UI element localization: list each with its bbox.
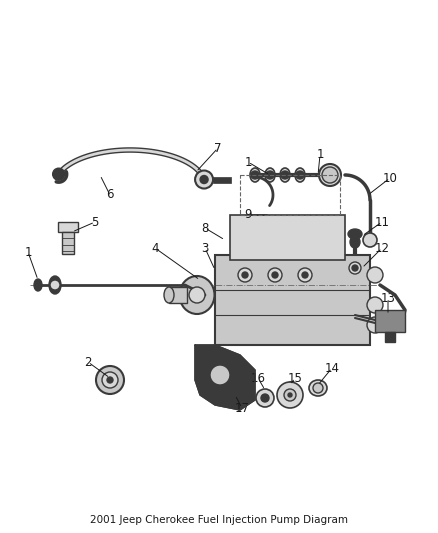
Circle shape	[102, 372, 118, 388]
Circle shape	[352, 265, 358, 271]
Bar	[385, 332, 395, 342]
Circle shape	[238, 268, 252, 282]
Text: 5: 5	[91, 215, 99, 229]
Circle shape	[298, 268, 312, 282]
Ellipse shape	[265, 168, 275, 182]
Text: 1: 1	[244, 156, 252, 168]
Text: 12: 12	[374, 241, 389, 254]
Text: 14: 14	[325, 361, 339, 375]
Ellipse shape	[34, 279, 42, 291]
Circle shape	[296, 171, 304, 179]
Ellipse shape	[319, 164, 341, 186]
Text: 2001 Jeep Cherokee Fuel Injection Pump Diagram: 2001 Jeep Cherokee Fuel Injection Pump D…	[90, 515, 348, 525]
Bar	[375, 310, 405, 332]
Ellipse shape	[348, 229, 362, 239]
Circle shape	[96, 366, 124, 394]
Bar	[240, 175, 340, 215]
Bar	[169, 287, 187, 303]
Circle shape	[349, 262, 361, 274]
Text: 17: 17	[234, 401, 250, 415]
Text: 4: 4	[151, 241, 159, 254]
Circle shape	[268, 268, 282, 282]
Circle shape	[107, 377, 113, 383]
Circle shape	[50, 280, 60, 290]
Circle shape	[302, 272, 308, 278]
Circle shape	[195, 171, 213, 189]
Ellipse shape	[164, 287, 174, 303]
Bar	[62, 232, 74, 254]
Text: 6: 6	[106, 189, 114, 201]
Text: 8: 8	[201, 222, 208, 235]
Text: 13: 13	[381, 292, 396, 304]
Circle shape	[261, 394, 269, 402]
Text: 7: 7	[214, 141, 222, 155]
Circle shape	[251, 171, 259, 179]
Text: 1: 1	[316, 149, 324, 161]
Text: 15: 15	[288, 372, 302, 384]
Ellipse shape	[280, 168, 290, 182]
Circle shape	[277, 382, 303, 408]
Bar	[58, 222, 78, 232]
Circle shape	[256, 389, 274, 407]
Text: 11: 11	[374, 215, 389, 229]
Circle shape	[367, 267, 383, 283]
Bar	[213, 176, 231, 182]
Ellipse shape	[350, 236, 360, 248]
Circle shape	[189, 287, 205, 303]
Circle shape	[281, 171, 289, 179]
Circle shape	[210, 365, 230, 385]
Ellipse shape	[309, 380, 327, 396]
Ellipse shape	[180, 276, 215, 314]
Text: 9: 9	[244, 208, 252, 222]
Ellipse shape	[49, 276, 61, 294]
Ellipse shape	[250, 168, 260, 182]
Circle shape	[288, 393, 292, 397]
Bar	[230, 215, 345, 260]
Text: 10: 10	[382, 172, 397, 184]
Bar	[215, 255, 370, 345]
Circle shape	[363, 233, 377, 247]
Circle shape	[322, 167, 338, 183]
Circle shape	[367, 317, 383, 333]
Text: 16: 16	[251, 372, 265, 384]
Ellipse shape	[295, 168, 305, 182]
Circle shape	[266, 171, 274, 179]
Text: 1: 1	[24, 246, 32, 259]
Text: 2: 2	[84, 356, 92, 368]
Circle shape	[242, 272, 248, 278]
Polygon shape	[195, 345, 255, 410]
Text: 3: 3	[201, 241, 208, 254]
Circle shape	[367, 297, 383, 313]
Circle shape	[313, 383, 323, 393]
Circle shape	[53, 168, 65, 180]
Circle shape	[284, 389, 296, 401]
Circle shape	[272, 272, 278, 278]
Circle shape	[200, 175, 208, 183]
